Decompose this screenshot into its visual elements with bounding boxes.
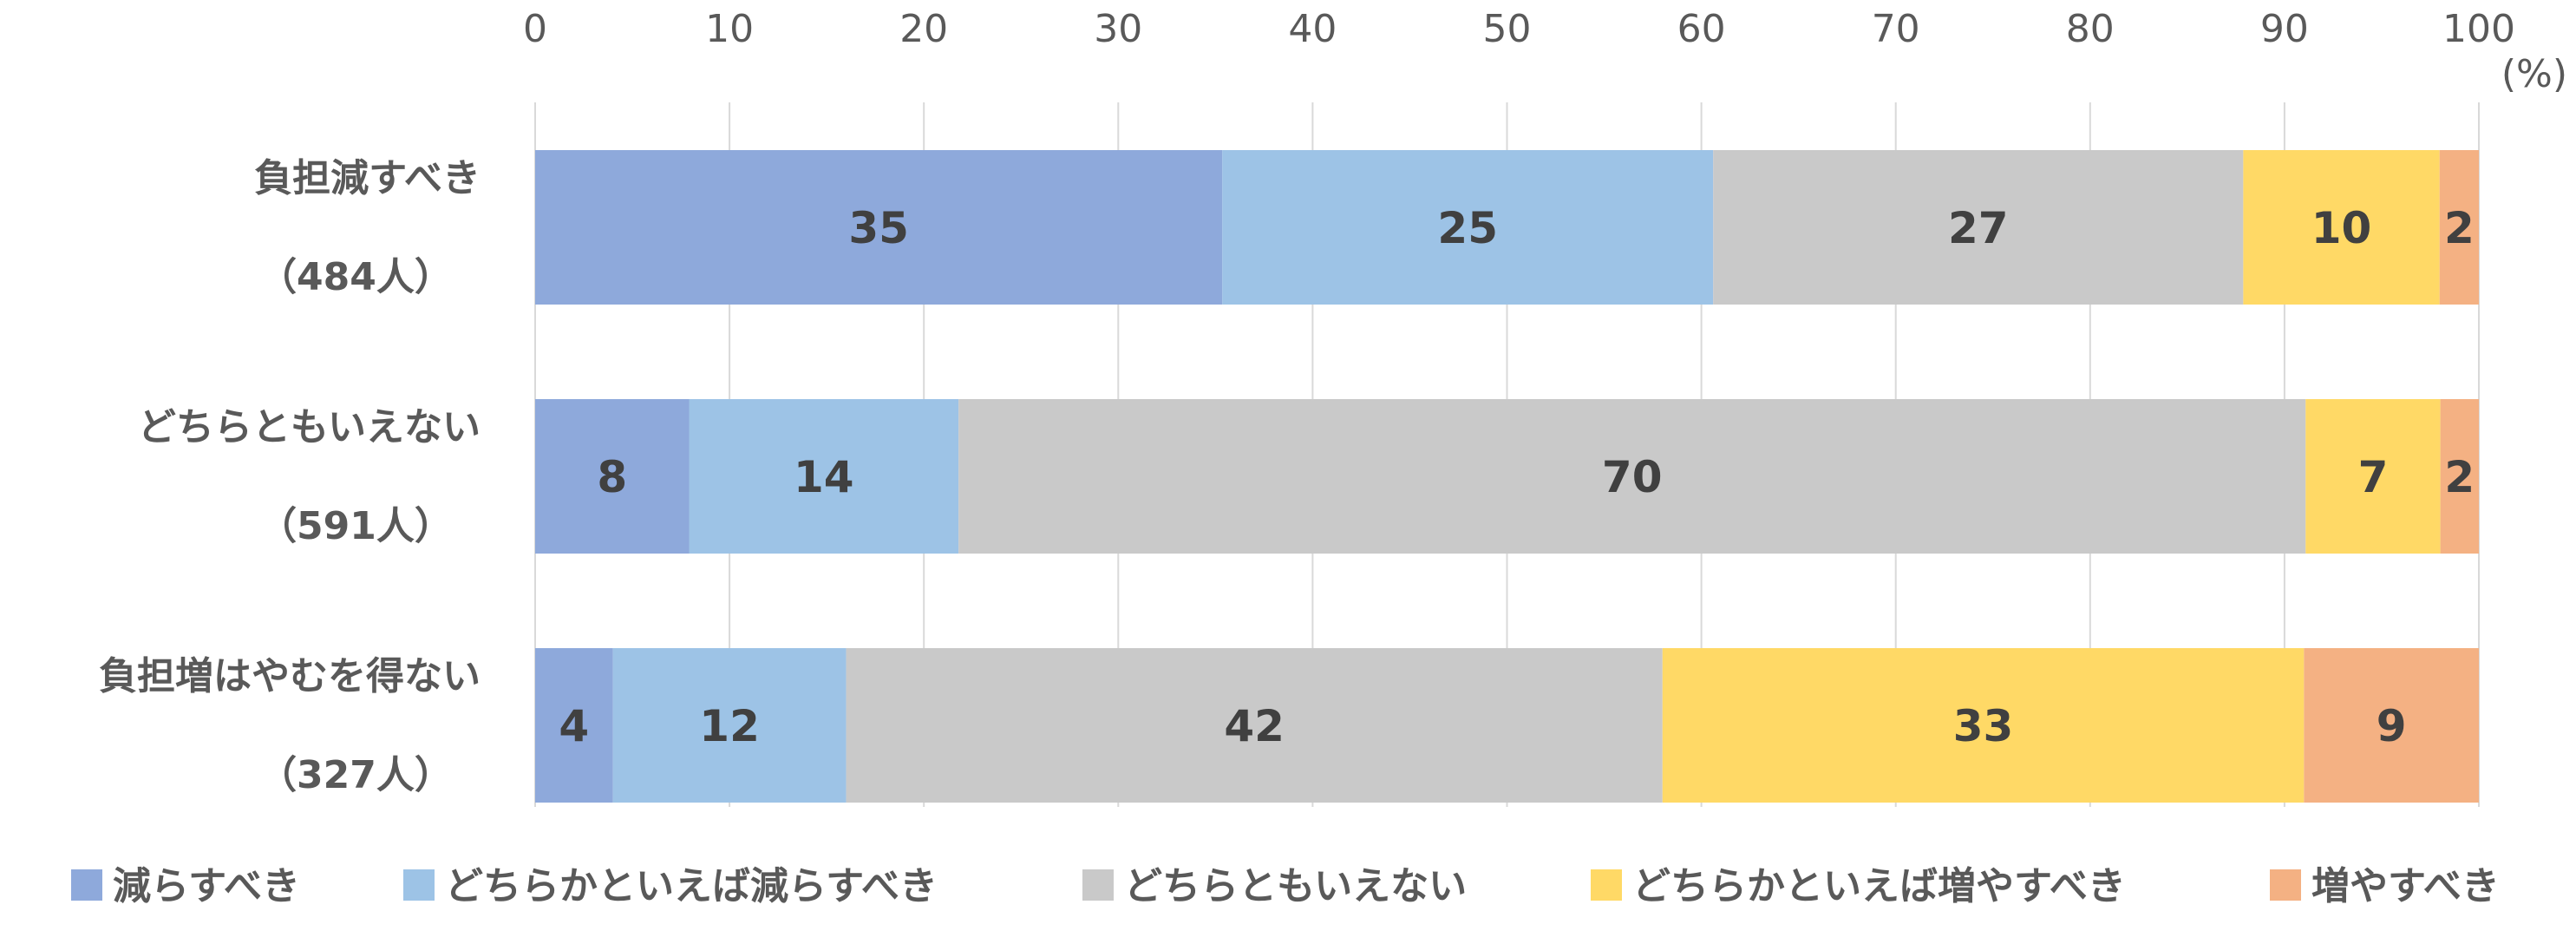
data-labels: 35 25 27 10 2 8 14 70 7 2 4 12 42 33 9: [559, 203, 2475, 751]
category-label: 負担減すべき: [254, 156, 481, 200]
category-label: 負担増はやむを得ない: [99, 654, 481, 698]
x-tick-label: 70: [1872, 7, 1920, 51]
bar-segment: [1222, 150, 1714, 305]
x-tick-label: 60: [1677, 7, 1726, 51]
data-label: 42: [1224, 701, 1285, 751]
legend-swatch: [403, 869, 435, 901]
legend-label: 増やすべき: [2311, 864, 2500, 908]
x-axis-ticks: 0 10 20 30 40 50 60 70 80 90 100: [523, 7, 2515, 51]
bar-segment: [958, 399, 2306, 554]
x-tick-label: 50: [1483, 7, 1532, 51]
bar-segment: [2440, 399, 2479, 554]
legend-label: どちらともいえない: [1124, 864, 1467, 908]
unit-label: (%): [2501, 52, 2567, 96]
x-tick-label: 80: [2066, 7, 2115, 51]
data-label: 2: [2444, 452, 2475, 502]
legend: 減らすべき どちらかといえば減らすべき どちらともいえない どちらかといえば増やすべき…: [71, 864, 2500, 908]
bar-segment: [846, 648, 1663, 803]
data-label: 70: [1602, 452, 1663, 502]
legend-swatch: [71, 869, 102, 901]
data-label: 9: [2377, 701, 2407, 751]
bar-segment: [535, 150, 1223, 305]
data-label: 7: [2358, 452, 2389, 502]
x-tick-label: 90: [2260, 7, 2309, 51]
data-label: 33: [1953, 701, 2014, 751]
category-labels: 負担減すべき （484人） どちらともいえない （591人） 負担増はやむを得ない （32…: [99, 156, 481, 797]
legend-label: 減らすべき: [113, 864, 300, 908]
bar-segment: [535, 648, 613, 803]
bar-segment: [2305, 399, 2441, 554]
category-count-label: （327人）: [258, 753, 453, 797]
bar-segment: [2243, 150, 2440, 305]
data-label: 2: [2444, 203, 2475, 253]
legend-swatch: [1082, 869, 1114, 901]
data-label: 27: [1948, 203, 2009, 253]
x-tick-label: 40: [1288, 7, 1337, 51]
x-tick-label: 30: [1094, 7, 1142, 51]
bars: [535, 150, 2479, 803]
data-label: 12: [699, 701, 760, 751]
x-tick-label: 0: [523, 7, 547, 51]
bar-segment: [2439, 150, 2479, 305]
x-tick-label: 100: [2442, 7, 2515, 51]
legend-label: どちらかといえば減らすべき: [445, 864, 938, 908]
data-label: 25: [1437, 203, 1498, 253]
legend-label: どちらかといえば増やすべき: [1632, 864, 2126, 908]
bar-segment: [1713, 150, 2244, 305]
bar-segment: [2304, 648, 2479, 803]
data-label: 14: [794, 452, 854, 502]
data-label: 8: [597, 452, 627, 502]
data-label: 10: [2311, 203, 2372, 253]
category-count-label: （591人）: [258, 504, 453, 548]
legend-swatch: [2270, 869, 2301, 901]
x-tick-label: 20: [899, 7, 948, 51]
data-label: 4: [559, 701, 589, 751]
bar-segment: [1662, 648, 2305, 803]
bar-segment: [612, 648, 847, 803]
legend-swatch: [1591, 869, 1622, 901]
bar-segment: [689, 399, 959, 554]
data-label: 35: [848, 203, 909, 253]
bar-segment: [535, 399, 690, 554]
x-tick-label: 10: [705, 7, 754, 51]
category-count-label: （484人）: [258, 255, 453, 299]
category-label: どちらともいえない: [138, 405, 481, 449]
